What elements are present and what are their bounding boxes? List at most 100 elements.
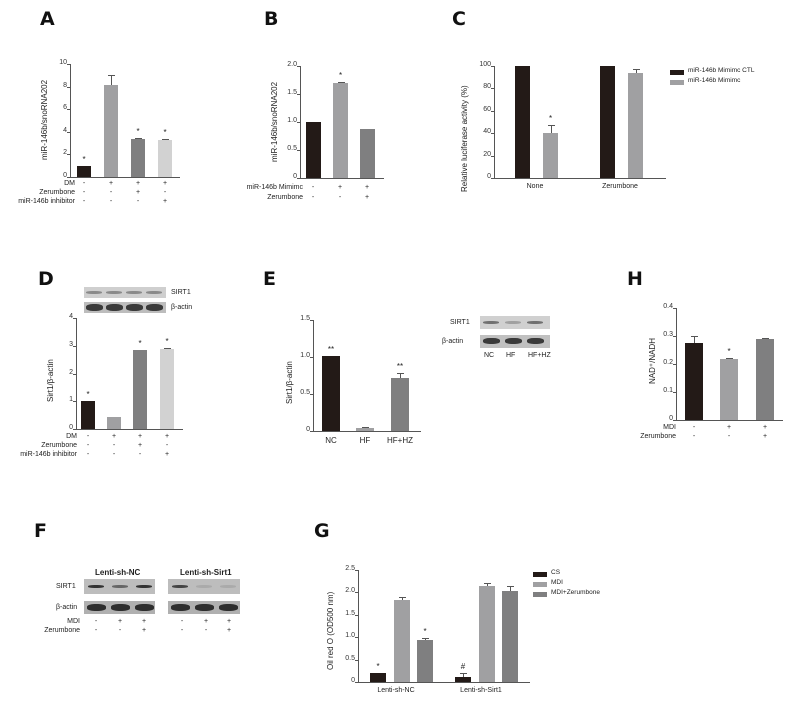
- panel-d-y-label: Sirt1/β-actin: [46, 359, 55, 403]
- panel-f-condition-sign: -: [94, 618, 98, 625]
- panel-letter-a: A: [40, 8, 55, 30]
- panel-h-tick-mark: [673, 364, 676, 365]
- panel-d-condition-sign: -: [86, 451, 90, 458]
- panel-e-tick-mark: [310, 394, 313, 395]
- panel-g-tick-mark: [355, 570, 358, 571]
- panel-b-tick-mark: [297, 66, 300, 67]
- panel-b-bar: [360, 129, 375, 178]
- panel-c-bar: [543, 133, 558, 178]
- panel-a-bar: [77, 165, 91, 177]
- panel-e-sirt1-band: [527, 321, 543, 324]
- panel-a-condition-sign: +: [135, 180, 141, 187]
- panel-f-sirt1-band: [220, 585, 236, 588]
- panel-g-bar: [370, 673, 386, 682]
- panel-e-error-bar: [400, 372, 401, 378]
- panel-g-bar: [417, 640, 433, 682]
- panel-g-category: Lenti-sh-NC: [377, 687, 415, 694]
- panel-g-significance: *: [423, 626, 427, 636]
- panel-e-blot-lane: NC: [484, 352, 495, 359]
- panel-d-bar: [81, 401, 95, 429]
- panel-b-tick-mark: [297, 178, 300, 179]
- panel-h-tick-mark: [673, 308, 676, 309]
- panel-a-ytick: 4: [63, 126, 67, 134]
- panel-f-condition-sign: +: [226, 618, 232, 625]
- panel-g-error-cap: [507, 586, 514, 588]
- panel-h-x-axis: [676, 420, 783, 421]
- panel-c-tick-mark: [491, 66, 494, 67]
- panel-h-condition-sign: -: [692, 424, 696, 431]
- panel-b-error-cap: [337, 81, 345, 83]
- panel-c-category: Zerumbone: [602, 183, 638, 190]
- panel-b-x-axis: [300, 178, 384, 179]
- panel-e-error-cap: [362, 426, 369, 428]
- panel-a-condition-sign: -: [163, 189, 167, 196]
- panel-g-ytick: 1.5: [345, 609, 355, 617]
- panel-a-y-label: miR-146b/snoRNA202: [40, 80, 49, 161]
- panel-g-bar: [394, 600, 410, 682]
- panel-e-y-label: Sirt1/β-actin: [285, 361, 294, 405]
- panel-e-tick-mark: [310, 320, 313, 321]
- panel-d-bar: [160, 348, 174, 429]
- panel-d-actin-blot: [84, 302, 166, 313]
- panel-f-condition-sign: +: [141, 618, 147, 625]
- panel-d-tick-mark: [73, 401, 76, 403]
- panel-c-y-label: Relative luciferase activity (%): [460, 85, 469, 193]
- panel-c-legend-swatch: [670, 80, 684, 85]
- panel-b-ytick: 2.0: [287, 61, 297, 68]
- panel-b-ytick: 0.5: [287, 145, 297, 152]
- panel-g-legend-swatch: [533, 582, 547, 587]
- panel-e-bar: [356, 428, 374, 431]
- panel-h-condition-sign: -: [727, 433, 731, 440]
- panel-d-condition-sign: -: [86, 433, 90, 440]
- panel-a-tick-mark: [67, 86, 70, 88]
- panel-d-ytick: 4: [69, 313, 73, 320]
- panel-h-y-label: NAD⁺/NADH: [648, 337, 657, 384]
- panel-d-tick-mark: [73, 318, 76, 319]
- panel-d-sirt1-blot: [84, 287, 166, 298]
- panel-d-condition-sign: -: [112, 451, 116, 458]
- panel-a-tick-mark: [67, 177, 70, 178]
- panel-a-condition-sign: -: [109, 198, 113, 205]
- panel-f-blot-label-actin: β-actin: [56, 604, 78, 611]
- panel-d-condition-sign: +: [111, 433, 117, 440]
- panel-h-tick-mark: [673, 420, 676, 421]
- panel-e-category: NC: [325, 436, 337, 445]
- panel-c-significance: *: [548, 114, 553, 124]
- panel-e-tick-mark: [310, 431, 313, 432]
- panel-g-category: Lenti-sh-Sirt1: [460, 687, 502, 694]
- panel-h-condition-sign: +: [726, 424, 732, 431]
- panel-d-ytick: 3: [69, 340, 73, 348]
- panel-g-y-label: Oil red O (OD500 nm): [326, 591, 335, 670]
- panel-d-y-axis: [76, 318, 77, 429]
- panel-h-condition-sign: -: [692, 433, 696, 440]
- panel-letter-c: C: [452, 8, 466, 30]
- panel-a-bar: [131, 138, 145, 177]
- panel-h-error-cap: [726, 358, 733, 360]
- panel-f-sirt1-band: [196, 585, 212, 588]
- panel-a-condition-sign: +: [162, 198, 168, 205]
- panel-e-error-cap: [397, 372, 404, 374]
- panel-a-error-cap: [108, 75, 115, 77]
- panel-a-condition-label: Zerumbone: [39, 189, 75, 196]
- panel-e-x-axis: [313, 431, 421, 432]
- panel-d-sirt1-band: [106, 291, 122, 294]
- panel-f-condition-label: MDI: [67, 618, 80, 625]
- panel-g-error-bar: [510, 586, 511, 591]
- panel-g-legend-label: MDI: [551, 579, 563, 586]
- panel-g-legend-swatch: [533, 592, 547, 597]
- panel-h-y-axis: [676, 308, 677, 420]
- panel-e-blot-lane: HF+HZ: [528, 352, 551, 359]
- panel-c-tick-mark: [491, 110, 494, 112]
- panel-d-condition-sign: +: [137, 442, 143, 449]
- panel-f-condition-sign: -: [118, 627, 122, 634]
- panel-c-y-axis: [494, 66, 495, 178]
- panel-a-condition-sign: +: [162, 180, 168, 187]
- panel-g-ytick: 2.0: [345, 587, 355, 595]
- panel-b-condition-sign: -: [311, 184, 315, 191]
- panel-c-tick-mark: [491, 133, 494, 135]
- panel-a-significance: *: [163, 127, 167, 137]
- panel-e-ytick: 0: [306, 426, 310, 433]
- panel-a-condition-sign: -: [82, 189, 86, 196]
- panel-b-condition-sign: -: [338, 194, 342, 201]
- panel-h-error-bar: [694, 336, 695, 343]
